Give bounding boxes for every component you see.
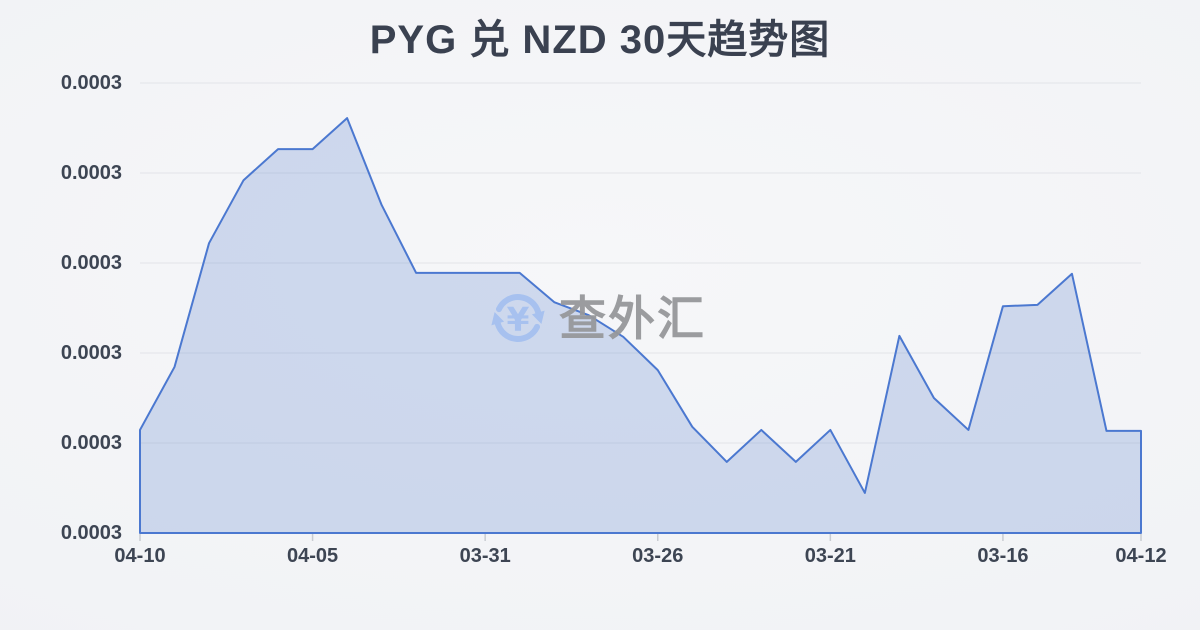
x-axis-label: 04-05 bbox=[287, 545, 339, 567]
y-axis-label: 0.0003 bbox=[60, 432, 122, 454]
area-series bbox=[139, 117, 1142, 534]
y-axis-label: 0.0003 bbox=[60, 252, 122, 274]
y-axis-label: 0.0003 bbox=[60, 342, 122, 364]
x-axis-label: 03-21 bbox=[804, 545, 856, 567]
yen-refresh-icon: ¥ bbox=[491, 294, 545, 342]
x-axis-label: 04-12 bbox=[1115, 545, 1167, 567]
y-axis-label: 0.0003 bbox=[60, 162, 122, 184]
y-axis-label: 0.0003 bbox=[60, 72, 122, 94]
x-axis-label: 03-26 bbox=[632, 545, 684, 567]
watermark: ¥ 查外汇 bbox=[486, 286, 706, 350]
y-axis-label: 0.0003 bbox=[60, 522, 122, 544]
chart-title: PYG 兑 NZD 30天趋势图 bbox=[369, 18, 831, 62]
x-axis-label: 04-10 bbox=[114, 545, 166, 567]
watermark-text: 查外汇 bbox=[559, 291, 706, 345]
svg-text:¥: ¥ bbox=[507, 300, 530, 339]
x-axis-label: 03-16 bbox=[977, 545, 1029, 567]
x-axis-label: 03-31 bbox=[459, 545, 511, 567]
